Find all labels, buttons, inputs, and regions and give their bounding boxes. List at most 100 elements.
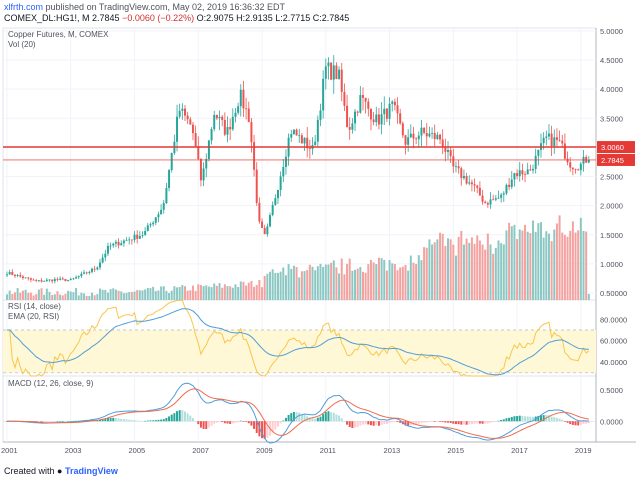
macd-histogram-bar	[287, 414, 290, 422]
volume-bar	[364, 272, 367, 300]
macd-histogram-bar	[585, 421, 588, 424]
candle-body	[324, 66, 327, 79]
candle-body	[194, 133, 197, 147]
candle-body	[409, 133, 412, 138]
volume-bar	[380, 258, 383, 300]
macd-histogram-bar	[569, 421, 572, 425]
macd-histogram-bar	[380, 421, 383, 426]
candle-body	[532, 168, 535, 171]
volume-bar	[56, 291, 59, 300]
brand-link[interactable]: xlfrth.com	[4, 2, 44, 12]
macd-tick-label: 0.5000	[600, 386, 623, 395]
candle-body	[48, 279, 51, 281]
volume-bars	[6, 215, 590, 300]
volume-bar	[253, 286, 256, 300]
volume-bar	[385, 270, 388, 300]
volume-bar	[314, 270, 317, 300]
volume-bar	[8, 290, 11, 300]
volume-bar	[170, 290, 173, 300]
candle-body	[327, 62, 330, 67]
volume-bar	[484, 249, 487, 300]
volume-bar	[505, 230, 508, 300]
candle-body	[462, 176, 465, 179]
volume-bar	[399, 267, 402, 300]
macd-histogram-bar	[221, 421, 224, 423]
volume-bar	[391, 263, 394, 300]
macd-histogram-bar	[316, 417, 319, 422]
candle-body	[529, 169, 532, 171]
volume-bar	[239, 281, 242, 300]
volume-bar	[16, 288, 19, 300]
candle-body	[319, 110, 322, 120]
last-price-tag	[597, 153, 635, 166]
candle-body	[420, 127, 423, 136]
volume-bar	[476, 235, 479, 300]
volume-bar	[109, 289, 112, 300]
macd-histogram-bar	[542, 415, 545, 422]
year-tick-label: 2007	[192, 446, 209, 455]
year-tick-label: 2009	[256, 446, 273, 455]
volume-bar	[287, 264, 290, 300]
macd-histogram-bar	[561, 419, 564, 422]
macd-histogram-bar	[470, 421, 473, 425]
rsi-tick-label: 40.0000	[600, 358, 627, 367]
candle-body	[380, 114, 383, 125]
candle-body	[563, 143, 566, 159]
candle-body	[53, 279, 56, 282]
candle-body	[407, 137, 410, 145]
candle-body	[186, 115, 189, 120]
volume-label: Vol (20)	[8, 40, 36, 49]
volume-bar	[290, 268, 293, 300]
volume-bar	[518, 229, 521, 300]
year-tick-label: 2003	[65, 446, 82, 455]
macd-histogram-bar	[271, 421, 274, 433]
candle-body	[330, 62, 333, 80]
macd-histogram-bar	[465, 421, 468, 425]
macd-histogram-bar	[444, 421, 447, 423]
tradingview-logo-text[interactable]: TradingView	[65, 466, 118, 476]
volume-bar	[261, 287, 264, 300]
macd-histogram-bar	[176, 411, 179, 422]
candle-body	[314, 141, 317, 146]
volume-bar	[48, 291, 51, 300]
macd-histogram-bar	[571, 421, 574, 425]
macd-histogram-bar	[162, 419, 165, 422]
volume-bar	[80, 292, 83, 300]
volume-bar	[340, 258, 343, 300]
volume-bar	[359, 267, 362, 300]
macd-histogram-bar	[165, 418, 168, 422]
macd-histogram-bar	[372, 421, 375, 426]
macd-histogram-bar	[383, 421, 386, 425]
macd-histogram-bar	[579, 421, 582, 425]
volume-bar	[489, 244, 492, 300]
candle-body	[13, 274, 16, 277]
candle-body	[162, 203, 165, 210]
candle-body	[184, 108, 186, 116]
volume-bar	[136, 290, 139, 300]
candle-body	[439, 134, 442, 140]
macd-histogram-bar	[481, 421, 484, 424]
candle-body	[40, 280, 43, 282]
macd-histogram-bar	[223, 421, 226, 424]
volume-bar	[354, 269, 357, 300]
volume-bar	[165, 290, 168, 300]
macd-histogram-bar	[226, 421, 229, 424]
candle-body	[239, 89, 242, 107]
macd-histogram-bar	[539, 415, 542, 422]
volume-bar	[141, 290, 144, 300]
volume-bar	[335, 267, 338, 300]
chart-canvas[interactable]: 0.500001.00001.50002.00002.50003.00003.5…	[0, 26, 636, 462]
volume-bar	[229, 286, 232, 300]
macd-histogram-bar	[292, 412, 295, 422]
price-pane-title: Copper Futures, M, COMEX	[8, 30, 109, 39]
candle-body	[316, 119, 319, 142]
volume-bar	[316, 266, 319, 300]
candle-body	[221, 116, 224, 120]
macd-histogram-bar	[346, 421, 349, 425]
macd-series	[3, 382, 596, 444]
macd-histogram-bar	[168, 416, 171, 422]
macd-histogram-bar	[242, 421, 245, 422]
candle-body	[133, 234, 136, 240]
candle-body	[367, 101, 370, 109]
candle-body	[213, 114, 216, 130]
